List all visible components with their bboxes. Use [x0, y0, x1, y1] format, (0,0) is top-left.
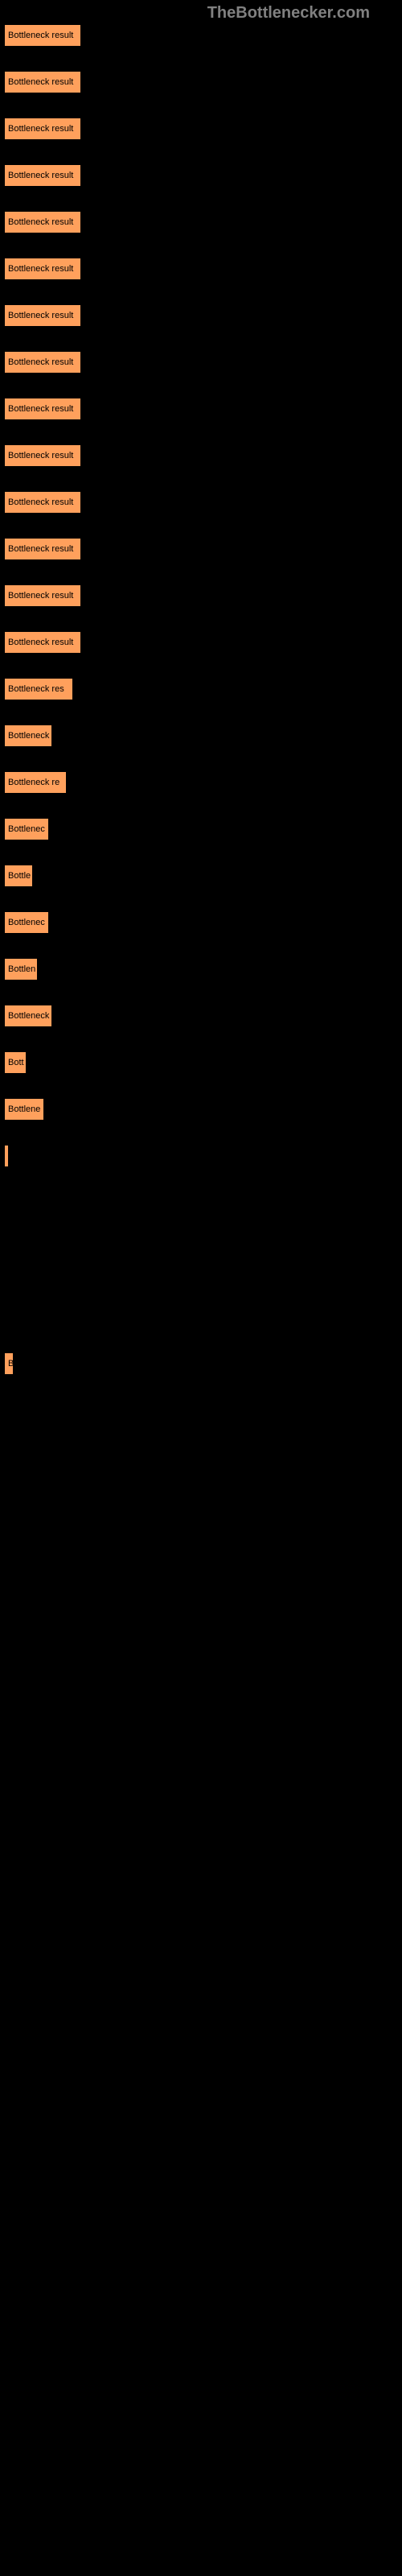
bar-row: Bottlenec: [4, 818, 398, 840]
chart-bar: Bottleneck: [4, 1005, 52, 1027]
chart-bar: Bottleneck result: [4, 211, 81, 233]
bar-label: Bottleneck: [8, 731, 49, 741]
chart-bar: Bottleneck result: [4, 351, 81, 374]
bar-label: Bottleneck: [8, 1011, 49, 1021]
chart-bar: Bottleneck res: [4, 678, 73, 700]
chart-bar: Bottleneck result: [4, 631, 81, 654]
bar-label: Bottleneck result: [8, 497, 73, 507]
bar-label: Bottleneck result: [8, 217, 73, 227]
chart-bar: Bottleneck result: [4, 304, 81, 327]
bar-label: Bott: [8, 1058, 24, 1067]
bar-row: Bottleneck result: [4, 351, 398, 374]
chart-bar: Bottleneck: [4, 724, 52, 747]
bar-label: Bottleneck result: [8, 31, 73, 40]
chart-bar: Bottle: [4, 865, 33, 887]
bar-label: Bottleneck result: [8, 404, 73, 414]
bar-row: Bottleneck re: [4, 771, 398, 794]
bar-row: Bottlen: [4, 958, 398, 980]
bar-row: Bottlenec: [4, 911, 398, 934]
bar-row: Bottleneck res: [4, 678, 398, 700]
watermark-text: TheBottlenecker.com: [207, 4, 370, 23]
bar-row: Bottleneck result: [4, 304, 398, 327]
bar-row: Bottleneck result: [4, 538, 398, 560]
bar-label: Bottleneck result: [8, 638, 73, 647]
chart-container: Bottleneck result Bottleneck result Bottle…: [0, 0, 402, 1403]
bar-row: Bottle: [4, 865, 398, 887]
bar-row: Bottlene: [4, 1098, 398, 1121]
bar-row: Bott: [4, 1051, 398, 1074]
chart-bar: B: [4, 1352, 14, 1375]
chart-bar: Bottlene: [4, 1098, 44, 1121]
chart-bar: Bottleneck result: [4, 118, 81, 140]
chart-bar: Bottleneck result: [4, 584, 81, 607]
chart-bar: Bottleneck result: [4, 444, 81, 467]
chart-bar: Bottleneck result: [4, 71, 81, 93]
bar-label: Bottleneck re: [8, 778, 59, 787]
bar-row: Bottleneck result: [4, 491, 398, 514]
bar-label: Bottleneck result: [8, 264, 73, 274]
bar-label: Bottleneck result: [8, 544, 73, 554]
bar-row: Bottleneck result: [4, 584, 398, 607]
chart-bar: Bottleneck re: [4, 771, 67, 794]
bar-row: Bottleneck result: [4, 444, 398, 467]
bar-row: Bottleneck result: [4, 258, 398, 280]
bar-label: Bottleneck result: [8, 357, 73, 367]
bar-row: Bottleneck result: [4, 24, 398, 47]
chart-bar: Bott: [4, 1051, 27, 1074]
chart-bar: Bottleneck result: [4, 24, 81, 47]
chart-bar: Bottleneck result: [4, 538, 81, 560]
chart-bar: Bottleneck result: [4, 398, 81, 420]
chart-bar: Bottlen: [4, 958, 38, 980]
chart-bar: Bottleneck result: [4, 491, 81, 514]
bar-label: Bottle: [8, 871, 31, 881]
bar-row: Bottleneck result: [4, 118, 398, 140]
bar-label: Bottleneck result: [8, 591, 73, 601]
bar-label: Bottleneck result: [8, 124, 73, 134]
bar-label: Bottlen: [8, 964, 35, 974]
bar-label: Bottleneck result: [8, 171, 73, 180]
chart-bar: Bottlenec: [4, 911, 49, 934]
bar-label: Bottleneck result: [8, 451, 73, 460]
bar-row: Bottleneck result: [4, 164, 398, 187]
bar-label: Bottlene: [8, 1104, 40, 1114]
bar-row: B: [4, 1352, 398, 1375]
bar-label: Bottleneck res: [8, 684, 64, 694]
bar-row: Bottleneck result: [4, 71, 398, 93]
bar-label: Bottleneck result: [8, 311, 73, 320]
bar-label: B: [8, 1359, 14, 1368]
bar-label: Bottleneck result: [8, 77, 73, 87]
bar-label: Bottlenec: [8, 918, 45, 927]
bar-row: Bottleneck result: [4, 398, 398, 420]
chart-bar: [4, 1145, 9, 1167]
bar-row: Bottleneck result: [4, 211, 398, 233]
chart-bar: Bottleneck result: [4, 258, 81, 280]
bar-row: Bottleneck: [4, 724, 398, 747]
bar-row: Bottleneck: [4, 1005, 398, 1027]
chart-bar: Bottleneck result: [4, 164, 81, 187]
chart-bar: Bottlenec: [4, 818, 49, 840]
bar-row: Bottleneck result: [4, 631, 398, 654]
bar-row: [4, 1145, 398, 1167]
bar-label: Bottlenec: [8, 824, 45, 834]
